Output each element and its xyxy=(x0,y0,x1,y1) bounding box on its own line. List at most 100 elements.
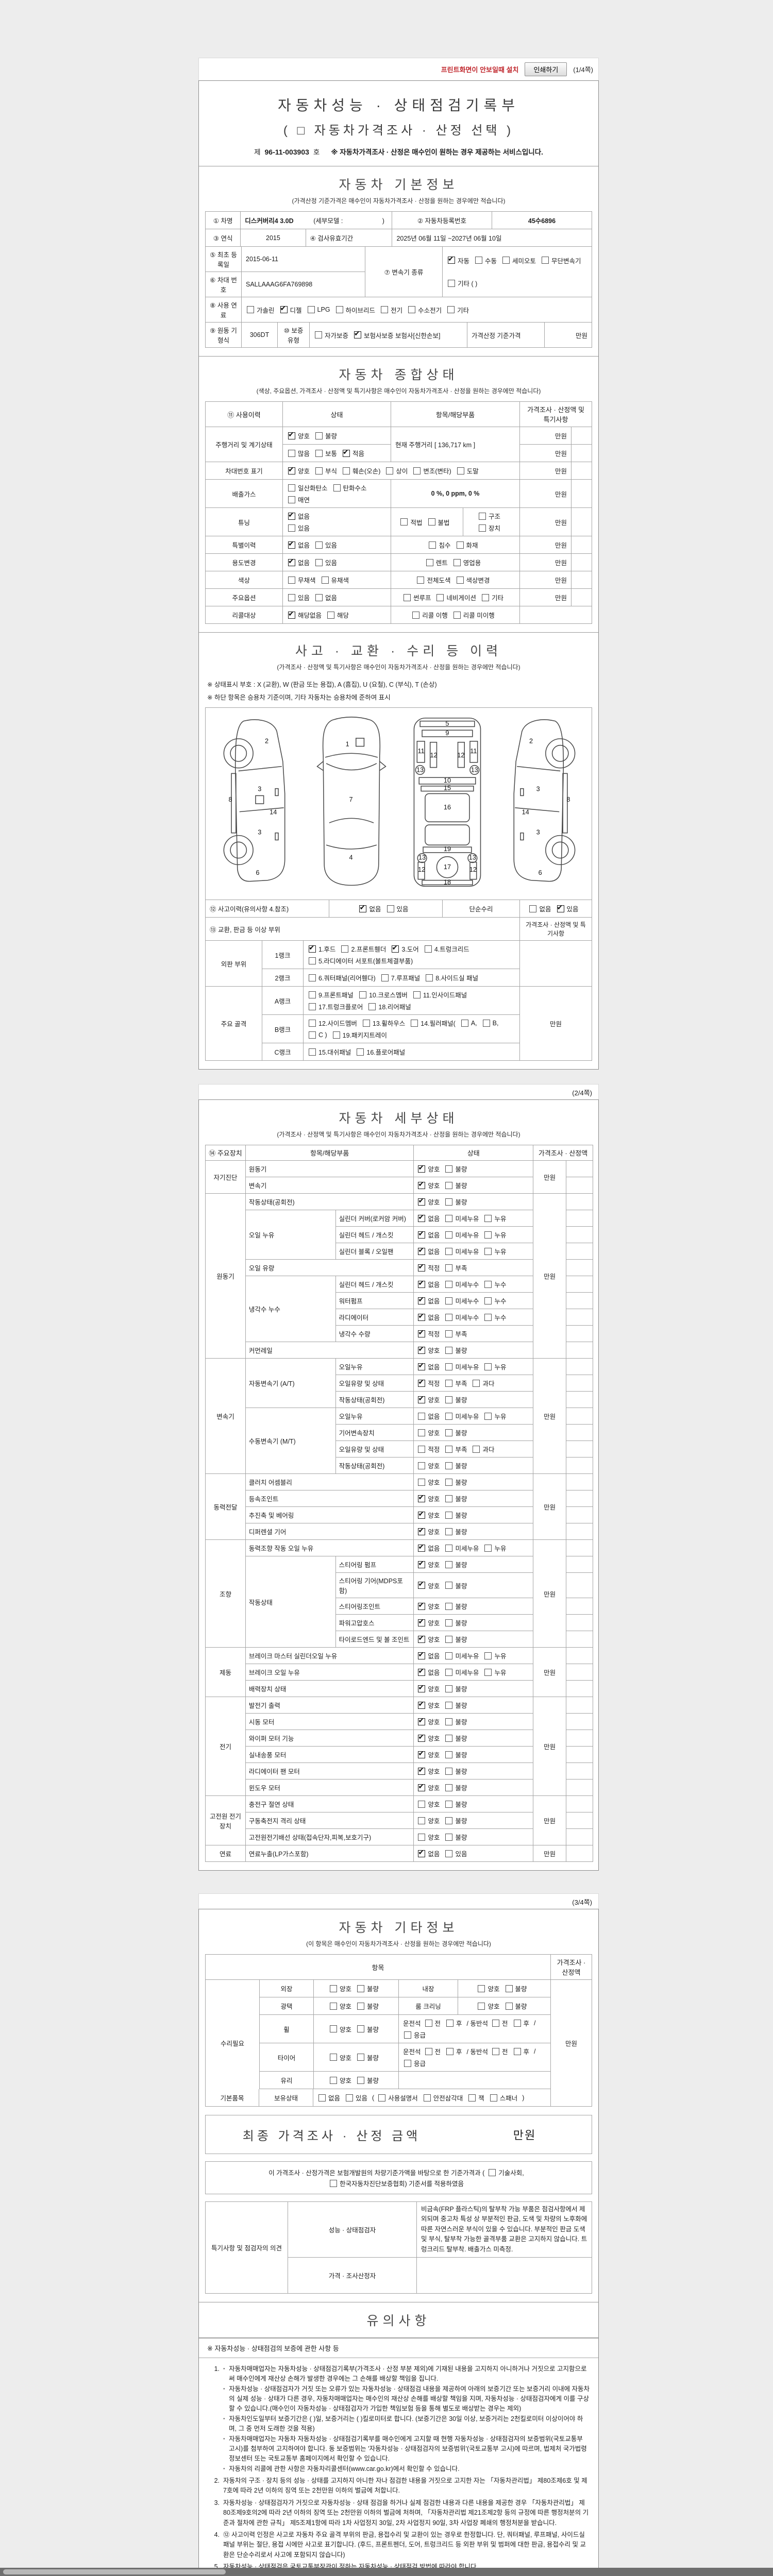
checkbox[interactable] xyxy=(359,991,366,998)
checkbox[interactable] xyxy=(329,2054,337,2061)
checkbox[interactable] xyxy=(247,306,254,313)
checkbox-checked[interactable] xyxy=(418,1229,426,1239)
checkbox[interactable] xyxy=(309,974,316,981)
checkbox[interactable] xyxy=(456,541,464,549)
checkbox[interactable] xyxy=(315,331,322,338)
checkbox-checked[interactable] xyxy=(418,1683,426,1692)
checkbox[interactable] xyxy=(288,449,295,457)
checkbox[interactable] xyxy=(445,1561,453,1568)
checkbox[interactable] xyxy=(445,1701,453,1709)
checkbox[interactable] xyxy=(307,306,315,313)
checkbox[interactable] xyxy=(357,2025,364,2032)
checkbox[interactable] xyxy=(445,1346,453,1354)
checkbox[interactable] xyxy=(492,2019,499,2027)
checkbox[interactable] xyxy=(445,1751,453,1758)
checkbox[interactable] xyxy=(445,1652,453,1659)
checkbox-checked[interactable] xyxy=(418,1766,426,1775)
checkbox-checked[interactable] xyxy=(418,1580,426,1589)
checkbox[interactable] xyxy=(445,1396,453,1403)
checkbox[interactable] xyxy=(447,306,455,313)
checkbox-checked[interactable] xyxy=(418,1667,426,1676)
checkbox[interactable] xyxy=(426,558,433,566)
checkbox[interactable] xyxy=(288,524,295,532)
checkbox-checked[interactable] xyxy=(288,465,295,474)
checkbox[interactable] xyxy=(484,1280,492,1288)
checkbox[interactable] xyxy=(445,1784,453,1791)
checkbox[interactable] xyxy=(445,1602,453,1610)
checkbox[interactable] xyxy=(502,257,510,264)
checkbox[interactable] xyxy=(413,991,421,998)
checkbox[interactable] xyxy=(445,1478,453,1486)
checkbox[interactable] xyxy=(412,611,420,619)
checkbox[interactable] xyxy=(445,1544,453,1552)
checkbox[interactable] xyxy=(445,1313,453,1321)
checkbox[interactable] xyxy=(482,594,489,601)
checkbox[interactable] xyxy=(315,558,323,566)
checkbox[interactable] xyxy=(445,1445,453,1453)
checkbox[interactable] xyxy=(478,512,486,520)
checkbox[interactable] xyxy=(426,974,433,981)
checkbox-checked[interactable] xyxy=(418,1328,426,1337)
checkbox[interactable] xyxy=(315,467,323,474)
checkbox-checked[interactable] xyxy=(288,557,295,566)
checkbox[interactable] xyxy=(335,306,343,313)
checkbox[interactable] xyxy=(417,576,425,584)
checkbox-checked[interactable] xyxy=(418,1510,426,1519)
checkbox[interactable] xyxy=(429,541,436,549)
checkbox[interactable] xyxy=(418,1412,426,1420)
checkbox[interactable] xyxy=(445,1429,453,1436)
checkbox[interactable] xyxy=(309,1019,316,1027)
checkbox[interactable] xyxy=(418,1429,426,1436)
checkbox[interactable] xyxy=(288,594,295,601)
checkbox[interactable] xyxy=(445,1297,453,1304)
checkbox-checked[interactable] xyxy=(309,943,316,953)
checkbox[interactable] xyxy=(418,1833,426,1841)
checkbox[interactable] xyxy=(484,1231,492,1239)
checkbox[interactable] xyxy=(478,524,486,532)
checkbox-checked[interactable] xyxy=(418,1700,426,1709)
checkbox[interactable] xyxy=(408,306,416,313)
checkbox[interactable] xyxy=(403,594,411,601)
checkbox[interactable] xyxy=(445,1850,453,1857)
checkbox-checked[interactable] xyxy=(418,1246,426,1255)
checkbox[interactable] xyxy=(484,1363,492,1370)
checkbox[interactable] xyxy=(445,1181,453,1189)
print-button[interactable]: 인쇄하기 xyxy=(525,62,567,76)
checkbox[interactable] xyxy=(484,1412,492,1420)
checkbox[interactable] xyxy=(318,2094,326,2102)
checkbox[interactable] xyxy=(445,1264,453,1272)
checkbox[interactable] xyxy=(445,1668,453,1676)
checkbox[interactable] xyxy=(445,1734,453,1742)
checkbox[interactable] xyxy=(288,576,295,584)
checkbox-checked[interactable] xyxy=(418,1634,426,1643)
checkbox-checked[interactable] xyxy=(418,1361,426,1370)
checkbox[interactable] xyxy=(445,1214,453,1222)
horizontal-scrollbar[interactable] xyxy=(0,2568,773,2576)
checkbox[interactable] xyxy=(445,1511,453,1519)
checkbox[interactable] xyxy=(329,2002,337,2010)
checkbox[interactable] xyxy=(445,1528,453,1535)
checkbox[interactable] xyxy=(309,991,316,998)
checkbox-checked[interactable] xyxy=(418,1601,426,1610)
checkbox[interactable] xyxy=(425,2019,432,2027)
checkbox[interactable] xyxy=(329,1985,337,1992)
checkbox-checked[interactable] xyxy=(288,539,295,549)
checkbox[interactable] xyxy=(445,1718,453,1725)
checkbox-checked[interactable] xyxy=(354,329,362,338)
checkbox[interactable] xyxy=(457,467,464,474)
checkbox[interactable] xyxy=(413,467,421,474)
checkbox[interactable] xyxy=(473,1379,480,1387)
checkbox[interactable] xyxy=(327,611,335,619)
checkbox[interactable] xyxy=(445,1582,453,1589)
checkbox[interactable] xyxy=(445,1462,453,1469)
checkbox-checked[interactable] xyxy=(418,1543,426,1552)
checkbox[interactable] xyxy=(404,2031,411,2039)
checkbox-checked[interactable] xyxy=(418,1312,426,1321)
checkbox-checked[interactable] xyxy=(418,1559,426,1568)
checkbox[interactable] xyxy=(333,484,341,492)
checkbox[interactable] xyxy=(341,945,349,953)
checkbox[interactable] xyxy=(505,2002,513,2010)
checkbox-checked[interactable] xyxy=(418,1749,426,1758)
checkbox[interactable] xyxy=(315,432,323,439)
checkbox[interactable] xyxy=(329,2179,337,2187)
